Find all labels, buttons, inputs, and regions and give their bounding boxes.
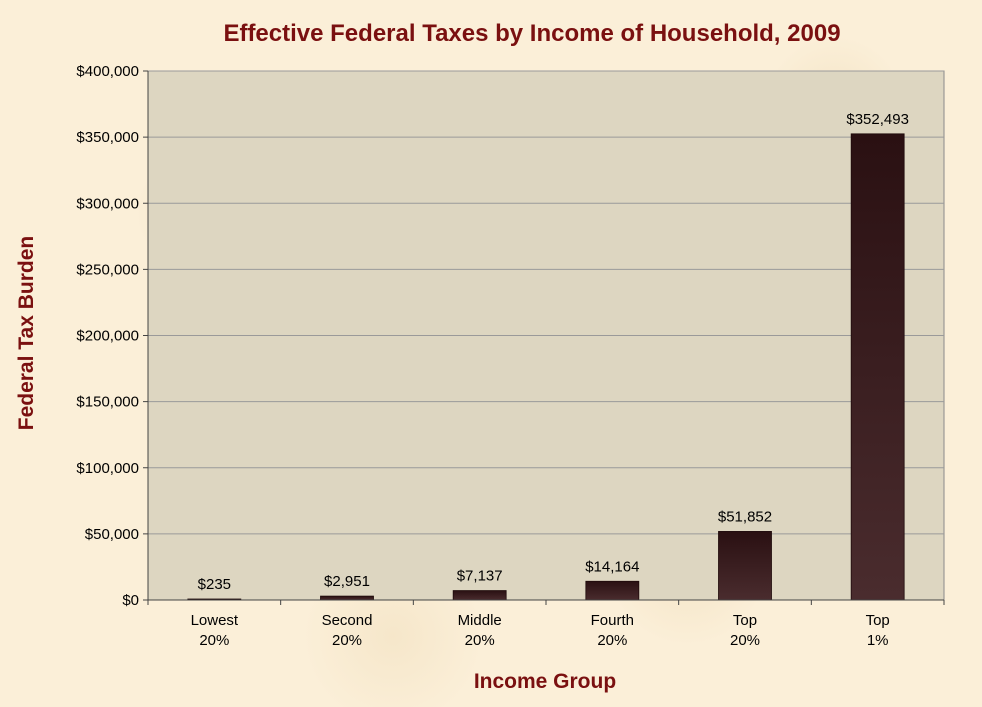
y-axis-title: Federal Tax Burden: [15, 236, 38, 431]
x-tick-label: 20%: [332, 632, 362, 649]
x-axis-title: Income Group: [474, 670, 616, 693]
bar: [320, 595, 374, 601]
y-tick-label: $200,000: [76, 328, 139, 345]
data-label: $2,951: [324, 573, 370, 590]
y-tick-label: $0: [122, 592, 139, 609]
bar: [585, 580, 640, 601]
y-tick-label: $250,000: [76, 261, 139, 278]
gridlines: [148, 70, 944, 535]
y-tick-label: $300,000: [76, 195, 139, 212]
x-axis-ticks: Lowest 20% Second 20% Middle 20% Fourth 20% Top 2…: [147, 600, 945, 649]
x-tick-label: 20%: [465, 632, 495, 649]
x-tick-label: Fourth: [591, 612, 634, 629]
x-tick-label: Top: [733, 612, 757, 629]
bar: [452, 590, 507, 601]
data-label: $14,164: [585, 558, 639, 575]
bar: [850, 133, 905, 601]
y-tick-label: $400,000: [76, 63, 139, 80]
x-tick-label: Lowest: [191, 612, 239, 629]
bar: [718, 531, 772, 601]
data-label: $235: [198, 576, 231, 593]
data-label: $7,137: [457, 568, 503, 585]
data-label: $352,493: [846, 111, 909, 128]
x-tick-label: 20%: [597, 632, 627, 649]
y-tick-label: $50,000: [85, 526, 139, 543]
x-tick-label: Second: [322, 612, 373, 629]
y-tick-label: $150,000: [76, 394, 139, 411]
x-tick-label: 20%: [730, 632, 760, 649]
x-tick-label: 1%: [867, 632, 889, 649]
x-tick-label: Middle: [458, 612, 502, 629]
chart-title: Effective Federal Taxes by Income of Hou…: [223, 20, 840, 47]
y-tick-label: $350,000: [76, 129, 139, 146]
x-tick-label: Top: [866, 612, 890, 629]
y-tick-label: $100,000: [76, 460, 139, 477]
x-tick-label: 20%: [199, 632, 229, 649]
data-labels: $235 $2,951 $7,137 $14,164 $51,852 $352,493: [198, 111, 909, 593]
y-axis-ticks: $0 $50,000 $100,000 $150,000 $200,000 $250,00…: [76, 63, 148, 609]
data-label: $51,852: [718, 508, 772, 525]
